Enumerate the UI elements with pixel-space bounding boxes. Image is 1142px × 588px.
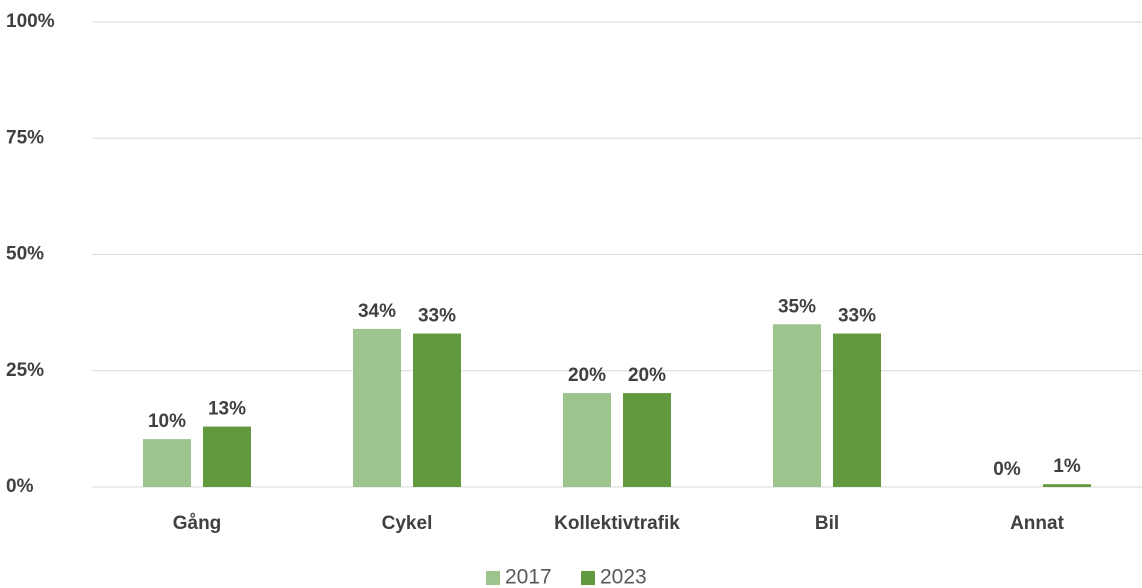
legend-label: 2017 xyxy=(505,566,552,588)
x-tick-label: Bil xyxy=(815,513,839,534)
value-label: 35% xyxy=(778,296,816,317)
value-label: 0% xyxy=(993,459,1021,480)
bar xyxy=(773,324,821,487)
y-tick-label: 100% xyxy=(6,11,55,32)
bar xyxy=(203,426,251,487)
value-label: 33% xyxy=(418,306,456,327)
y-tick-label: 0% xyxy=(6,476,34,497)
value-label: 20% xyxy=(628,365,666,386)
bar xyxy=(563,393,611,487)
bar xyxy=(623,393,671,487)
value-label: 1% xyxy=(1053,456,1081,477)
value-label: 33% xyxy=(838,306,876,327)
x-tick-label: Annat xyxy=(1010,513,1065,534)
bar xyxy=(143,439,191,487)
x-tick-label: Cykel xyxy=(382,513,433,534)
legend-label: 2023 xyxy=(600,566,647,588)
y-tick-label: 25% xyxy=(6,360,44,381)
bar xyxy=(353,328,401,487)
x-tick-label: Kollektivtrafik xyxy=(554,513,680,534)
value-label: 13% xyxy=(208,399,246,420)
value-label: 20% xyxy=(568,365,606,386)
value-label: 34% xyxy=(358,301,396,322)
y-tick-label: 75% xyxy=(6,127,44,148)
legend-swatch xyxy=(486,571,500,585)
x-tick-label: Gång xyxy=(173,513,222,534)
bar xyxy=(413,333,461,487)
y-tick-label: 50% xyxy=(6,244,44,265)
value-label: 10% xyxy=(148,411,186,432)
legend-swatch xyxy=(581,571,595,585)
bar xyxy=(1043,484,1091,487)
bar xyxy=(833,333,881,487)
